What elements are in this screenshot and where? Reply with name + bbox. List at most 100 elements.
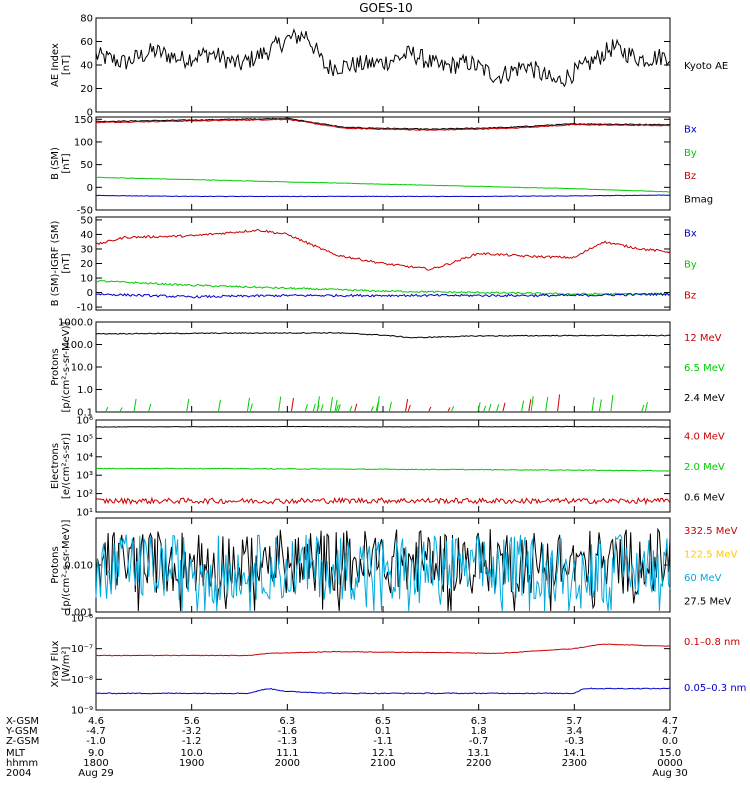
legend-b-minus-igrf-0: Bx [684,229,697,240]
y-tick-label-ae-index-0: 0 [87,108,93,119]
footer-value-3-4: 2100 [370,758,395,769]
footer-value-5-2: -0.3 [565,736,585,747]
y-axis-label-b-minus-igrf-1: [nT] [61,253,72,273]
footer-value-5-4: 2300 [562,758,587,769]
y-axis-label-protons-high-1: [p/(cm²-s-sr-MeV)] [61,519,72,610]
legend-b-sm-1: By [684,148,697,159]
y-tick-label-protons-high-0: 0.001 [64,608,93,619]
y-axis-label-xray-flux-1: [W/m²] [61,646,72,681]
y-tick-label-b-minus-igrf-1: 0 [87,288,93,299]
series-xray-flux-1 [96,687,671,695]
proton-spike-35 [451,406,455,412]
proton-spike-22 [598,399,602,412]
footer-row-label-3: MLT [6,748,26,759]
y-tick-label-ae-index-4: 80 [80,14,93,25]
y-tick-label-xray-flux-2: 10⁻⁷ [71,644,93,655]
proton-spike-36 [428,406,432,412]
y-tick-label-b-sm-2: 50 [80,160,93,171]
footer-value-0-5: Aug 29 [78,768,113,779]
footer-value-2-1: -1.6 [278,726,298,737]
y-tick-label-b-minus-igrf-2: 10 [80,274,93,285]
y-tick-label-b-sm-1: 0 [87,183,93,194]
y-tick-label-ae-index-1: 20 [80,84,93,95]
y-tick-label-xray-flux-0: 10⁻⁹ [71,706,93,717]
y-axis-label-protons-high-0: Protons [50,546,61,583]
footer-value-0-4: 1800 [83,758,108,769]
y-axis-label-ae-index-1: [nT] [61,55,72,75]
proton-spike-16 [502,402,506,412]
y-tick-label-electrons-5: 10⁶ [76,416,93,427]
y-tick-label-b-minus-igrf-4: 30 [80,244,93,255]
proton-spike-17 [148,403,152,412]
proton-spike-39 [591,397,595,412]
proton-spike-40 [477,402,481,412]
legend-protons-high-2: 60 MeV [684,573,722,584]
proton-spike-18 [334,399,338,412]
proton-spike-26 [405,399,409,412]
series-b-sm-3 [95,194,671,198]
panel-frame-xray-flux [95,617,671,711]
footer-value-1-4: 1900 [179,758,204,769]
legend-protons-low-1: 6.5 MeV [684,363,725,374]
y-axis-label-b-sm-0: B (SM) [50,147,61,180]
footer-value-0-1: -4.7 [86,726,106,737]
series-electrons-0 [95,425,671,428]
footer-value-6-4: 0000 [657,758,682,769]
proton-spike-27 [330,397,333,412]
footer-value-1-1: -3.2 [182,726,202,737]
footer-value-4-1: 1.8 [471,726,487,737]
proton-spike-3 [291,398,294,412]
footer-value-4-4: 2200 [466,758,491,769]
y-tick-label-electrons-1: 10² [76,489,93,500]
footer-value-6-1: 4.7 [662,726,678,737]
y-tick-label-b-sm-0: -50 [77,206,93,217]
footer-value-5-3: 14.1 [563,748,585,759]
y-axis-label-protons-low-1: [p/(cm²-s-sr-MeV)] [61,321,72,412]
series-b-sm-1 [95,118,671,131]
proton-spike-10 [316,396,320,412]
series-electrons-1 [95,467,671,472]
y-tick-label-electrons-4: 10⁵ [76,434,93,445]
y-tick-label-protons-high-1: 0.010 [64,561,93,572]
proton-spike-25 [521,400,525,412]
legend-b-sm-2: Bz [684,171,696,182]
footer-value-0-0: 4.6 [88,716,104,727]
y-tick-label-protons-low-0: 0.1 [77,408,93,419]
plot-title: GOES-10 [359,1,413,15]
legend-b-minus-igrf-2: Bz [684,291,696,302]
proton-spike-7 [530,396,534,412]
proton-spike-8 [247,397,250,412]
legend-protons-high-1: 122.5 MeV [684,549,738,560]
series-b-minus-igrf-1 [95,280,671,296]
legend-protons-high-0: 332.5 MeV [684,526,738,537]
proton-spike-33 [610,394,614,412]
proton-spike-41 [337,404,341,412]
footer-row-label-5: 2004 [6,768,31,779]
footer-value-6-3: 15.0 [659,748,681,759]
y-tick-label-b-minus-igrf-3: 20 [80,259,93,270]
footer-value-3-2: -1.1 [373,736,393,747]
footer-value-3-3: 12.1 [372,748,394,759]
proton-spike-42 [335,404,339,412]
proton-spike-28 [557,394,561,412]
series-ae-index-0 [95,28,671,88]
legend-electrons-2: 0.6 MeV [684,493,725,504]
proton-spike-32 [376,396,380,412]
footer-value-2-0: 6.3 [279,716,295,727]
footer-row-label-1: Y-GSM [5,726,38,737]
proton-spike-37 [407,404,411,412]
footer-value-2-4: 2000 [275,758,300,769]
proton-spike-14 [312,403,316,412]
series-b-sm-2 [95,176,671,193]
series-b-minus-igrf-0 [95,228,671,271]
footer-value-6-5: Aug 30 [652,768,687,779]
footer-value-5-1: 3.4 [566,726,582,737]
legend-b-minus-igrf-1: By [684,260,697,271]
proton-spike-1 [105,406,109,412]
series-protons-low-0 [95,331,671,339]
proton-spike-13 [119,407,123,412]
series-electrons-2 [95,496,671,506]
footer-value-4-3: 13.1 [468,748,490,759]
series-protons-high-1 [95,534,671,612]
